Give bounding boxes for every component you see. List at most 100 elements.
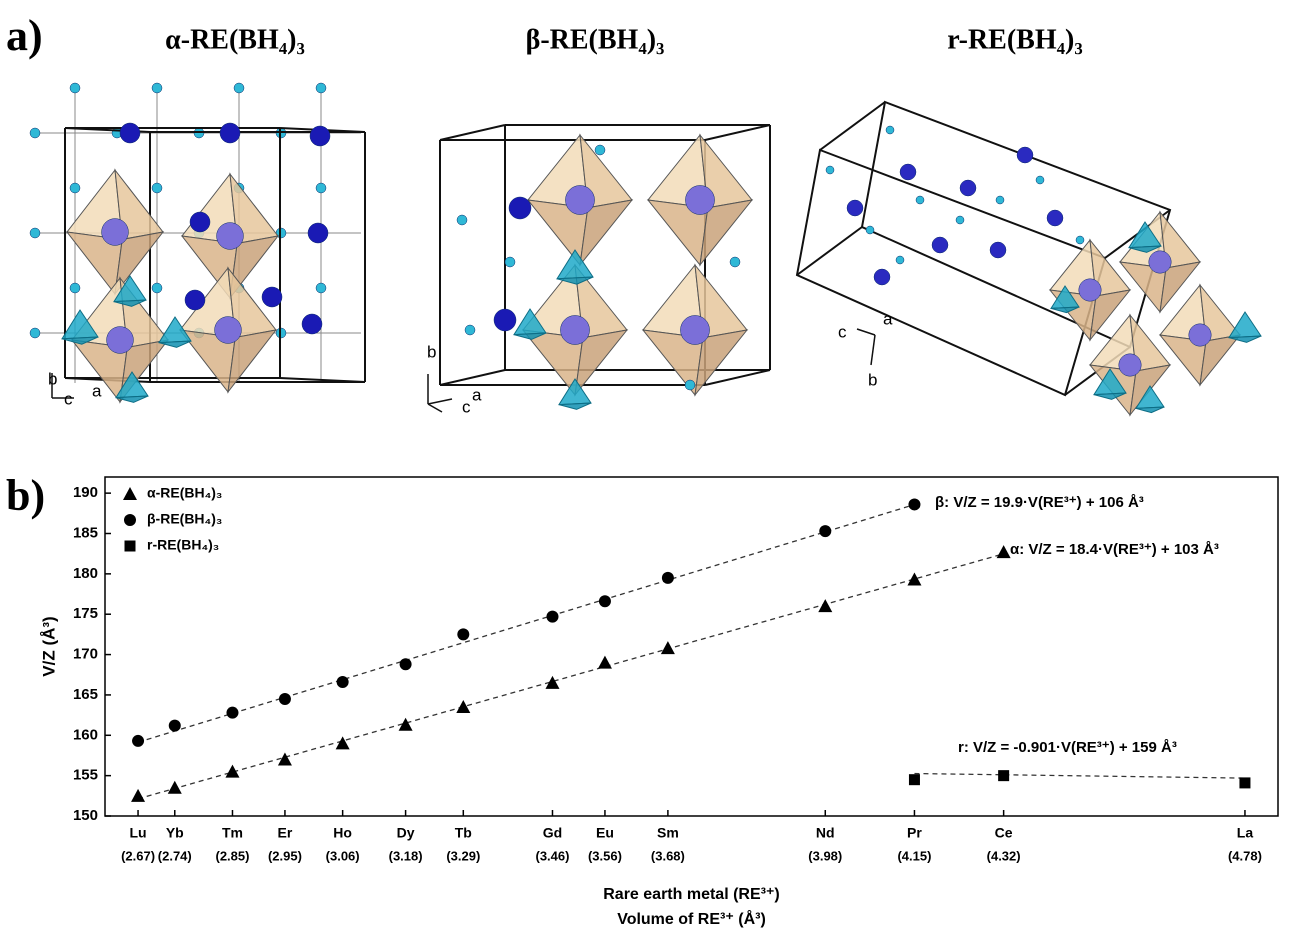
figure: a) α-RE(BH₄)₃ β-RE(BH₄)₃ r-RE(BH₄)₃ b) b… [0, 0, 1289, 935]
atom [565, 185, 594, 214]
atom [185, 290, 205, 310]
y-tick-label: 160 [73, 726, 98, 743]
tetrahedron [159, 341, 191, 347]
tetrahedron [1136, 407, 1164, 413]
x-tick-label: (3.29) [446, 848, 480, 863]
atom [932, 237, 948, 253]
y-tick-label: 185 [73, 524, 98, 541]
fit-line [138, 505, 914, 743]
y-tick-label: 165 [73, 686, 98, 703]
x-category-label: Sm [657, 825, 679, 841]
atom [1149, 251, 1171, 273]
atom [316, 183, 326, 193]
atom [1119, 354, 1141, 376]
x-category-label: Dy [397, 825, 415, 841]
x-tick-label: (2.95) [268, 848, 302, 863]
atom [262, 287, 282, 307]
legend-marker [124, 514, 136, 526]
tetrahedron [1229, 312, 1261, 338]
x-category-label: Yb [166, 825, 184, 841]
atom [956, 216, 964, 224]
y-tick-label: 180 [73, 565, 98, 582]
fit-equation: α: V/Z = 18.4·V(RE³⁺) + 103 Å³ [1010, 541, 1219, 558]
axis-indicator-label: b [427, 342, 436, 361]
x-category-label: Tm [222, 825, 243, 841]
x-axis-title: Rare earth metal (RE³⁺) [603, 886, 780, 903]
atom [152, 83, 162, 93]
data-point [907, 573, 921, 586]
atom [847, 200, 863, 216]
atom [215, 317, 242, 344]
data-point [168, 781, 182, 794]
atom [494, 309, 516, 331]
x-tick-label: (3.98) [808, 848, 842, 863]
cell-edge [797, 227, 862, 275]
atom [900, 164, 916, 180]
atom [826, 166, 834, 174]
atom [152, 183, 162, 193]
atom [1076, 236, 1084, 244]
atom [866, 226, 874, 234]
x-tick-label: (4.78) [1228, 848, 1262, 863]
x-tick-label: (2.85) [215, 848, 249, 863]
x-category-label: Eu [596, 825, 614, 841]
atom [316, 283, 326, 293]
y-tick-label: 155 [73, 767, 98, 784]
atom [505, 257, 515, 267]
data-point [131, 789, 145, 802]
x-tick-label: (3.68) [651, 848, 685, 863]
atom [70, 283, 80, 293]
tetrahedron [559, 379, 591, 405]
atom [1017, 147, 1033, 163]
fit-line [138, 554, 1004, 799]
x-tick-label: (4.15) [897, 848, 931, 863]
x-category-label: Gd [543, 825, 562, 841]
x-category-label: Lu [129, 825, 146, 841]
data-point [546, 611, 558, 623]
x-category-label: Er [278, 825, 293, 841]
data-point [599, 595, 611, 607]
atom [190, 212, 210, 232]
legend-marker [125, 541, 136, 552]
atom [310, 126, 330, 146]
atom [990, 242, 1006, 258]
atom [1189, 324, 1211, 346]
atom [960, 180, 976, 196]
axis-indicator-label: a [472, 385, 482, 404]
data-point [818, 599, 832, 612]
data-point [457, 628, 469, 640]
atom [220, 123, 240, 143]
atom [120, 123, 140, 143]
chart: 150155160165170175180185190(2.67)(2.74)(… [39, 477, 1278, 928]
atom [30, 128, 40, 138]
data-point [226, 707, 238, 719]
data-point [169, 720, 181, 732]
cell-edge [857, 329, 875, 335]
data-point [819, 525, 831, 537]
fit-equation: β: V/Z = 19.9·V(RE³⁺) + 106 Å³ [935, 494, 1144, 511]
structure-title: r-RE(BH₄)₃ [947, 24, 1083, 55]
data-point [908, 498, 920, 510]
data-point [662, 572, 674, 584]
x-tick-label: (2.67) [121, 848, 155, 863]
y-tick-label: 175 [73, 605, 98, 622]
atom [70, 183, 80, 193]
legend-label: r-RE(BH₄)₃ [147, 537, 219, 553]
axis-indicator-label: a [92, 381, 102, 400]
y-axis-title: V/Z (Å³) [39, 616, 58, 676]
cell-edge [440, 125, 505, 140]
atom [560, 315, 589, 344]
atom [916, 196, 924, 204]
atom [217, 223, 244, 250]
axis-indicator-label: b [48, 369, 57, 388]
panel-label: b) [6, 471, 45, 520]
atom [316, 83, 326, 93]
atom [152, 283, 162, 293]
tetrahedron [559, 403, 591, 409]
atom [685, 380, 695, 390]
atom [509, 197, 531, 219]
y-tick-label: 190 [73, 484, 98, 501]
atom [102, 219, 129, 246]
cell-edge [440, 370, 505, 385]
x-axis-title: Volume of RE³⁺ (Å³) [617, 909, 766, 928]
